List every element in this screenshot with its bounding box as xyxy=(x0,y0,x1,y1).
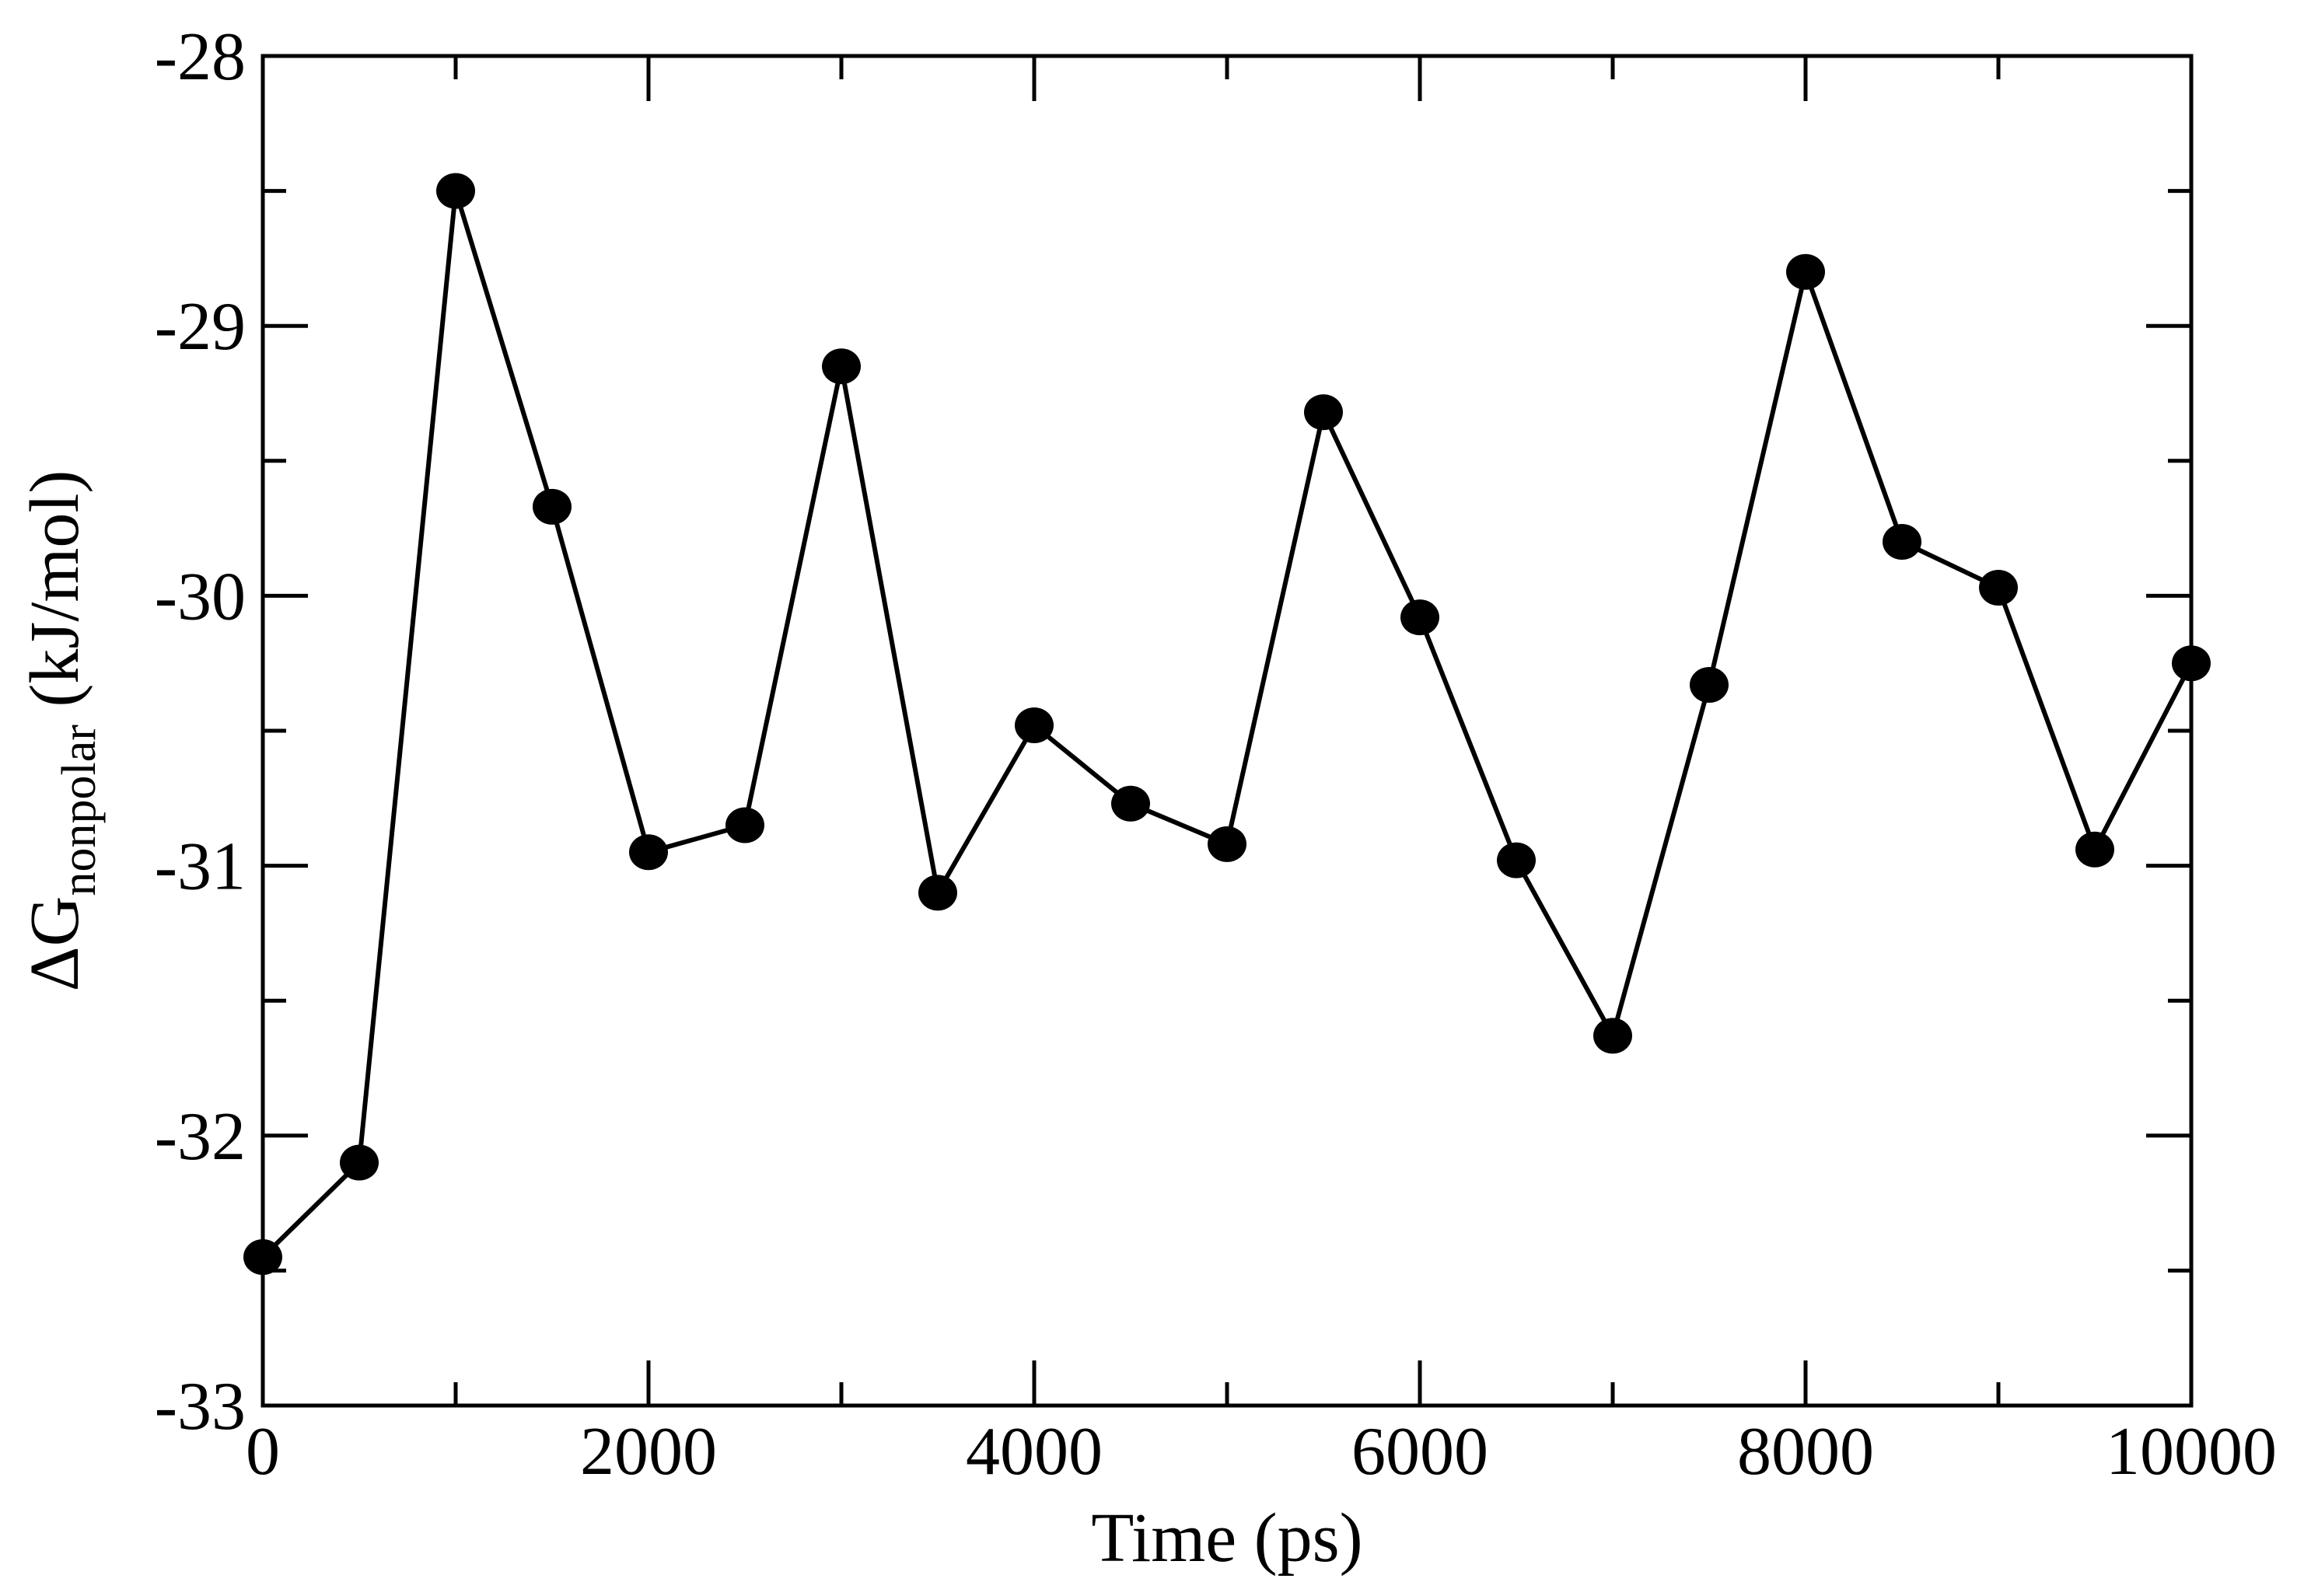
y-tick-label: -33 xyxy=(155,1369,246,1444)
y-tick-label: -31 xyxy=(155,829,246,905)
y-axis-title-subscript: nonpolar xyxy=(53,725,106,896)
y-axis-title-main: ΔG xyxy=(16,896,93,992)
data-point xyxy=(340,1144,379,1181)
x-axis-title: Time (ps) xyxy=(1091,1500,1362,1577)
x-tick-label: 0 xyxy=(246,1414,280,1489)
data-point xyxy=(822,348,861,385)
labels-layer: 0 2000 4000 6000 8000 10000 -33 -32 -31 -30 -29 -28 xyxy=(155,19,2277,1489)
x-tick-label: 4000 xyxy=(966,1414,1103,1489)
data-point xyxy=(1593,1018,1632,1054)
data-point xyxy=(1883,523,1921,560)
y-axis-title-unit: (kJ/mol) xyxy=(16,470,93,725)
x-tick-label: 10000 xyxy=(2106,1414,2277,1489)
data-point xyxy=(725,807,764,843)
y-tick-label: -29 xyxy=(155,289,246,365)
data-point xyxy=(1400,599,1439,636)
data-point xyxy=(1690,666,1729,703)
x-tick-label: 2000 xyxy=(580,1414,717,1489)
data-point xyxy=(1979,569,2018,606)
plot-frame xyxy=(260,54,2194,1408)
data-point xyxy=(918,875,957,911)
data-point xyxy=(436,173,475,209)
data-point xyxy=(1111,785,1150,822)
data-point xyxy=(1015,707,1054,744)
data-point xyxy=(629,834,668,871)
data-point xyxy=(1786,253,1825,290)
series-line xyxy=(260,188,2194,1259)
y-tick-label: -28 xyxy=(155,19,246,95)
y-axis-title: ΔGnonpolar (kJ/mol) xyxy=(16,470,106,992)
y-tick-label: -32 xyxy=(155,1099,246,1175)
ticks-layer xyxy=(260,54,2194,1408)
data-point xyxy=(1497,842,1536,878)
data-point xyxy=(2075,831,2114,868)
x-tick-label: 6000 xyxy=(1351,1414,1488,1489)
data-point xyxy=(1208,826,1246,862)
y-tick-label: -30 xyxy=(155,559,246,634)
data-point xyxy=(533,488,572,525)
x-tick-label: 8000 xyxy=(1737,1414,1874,1489)
data-point xyxy=(1304,394,1343,431)
series-layer xyxy=(243,173,2211,1276)
